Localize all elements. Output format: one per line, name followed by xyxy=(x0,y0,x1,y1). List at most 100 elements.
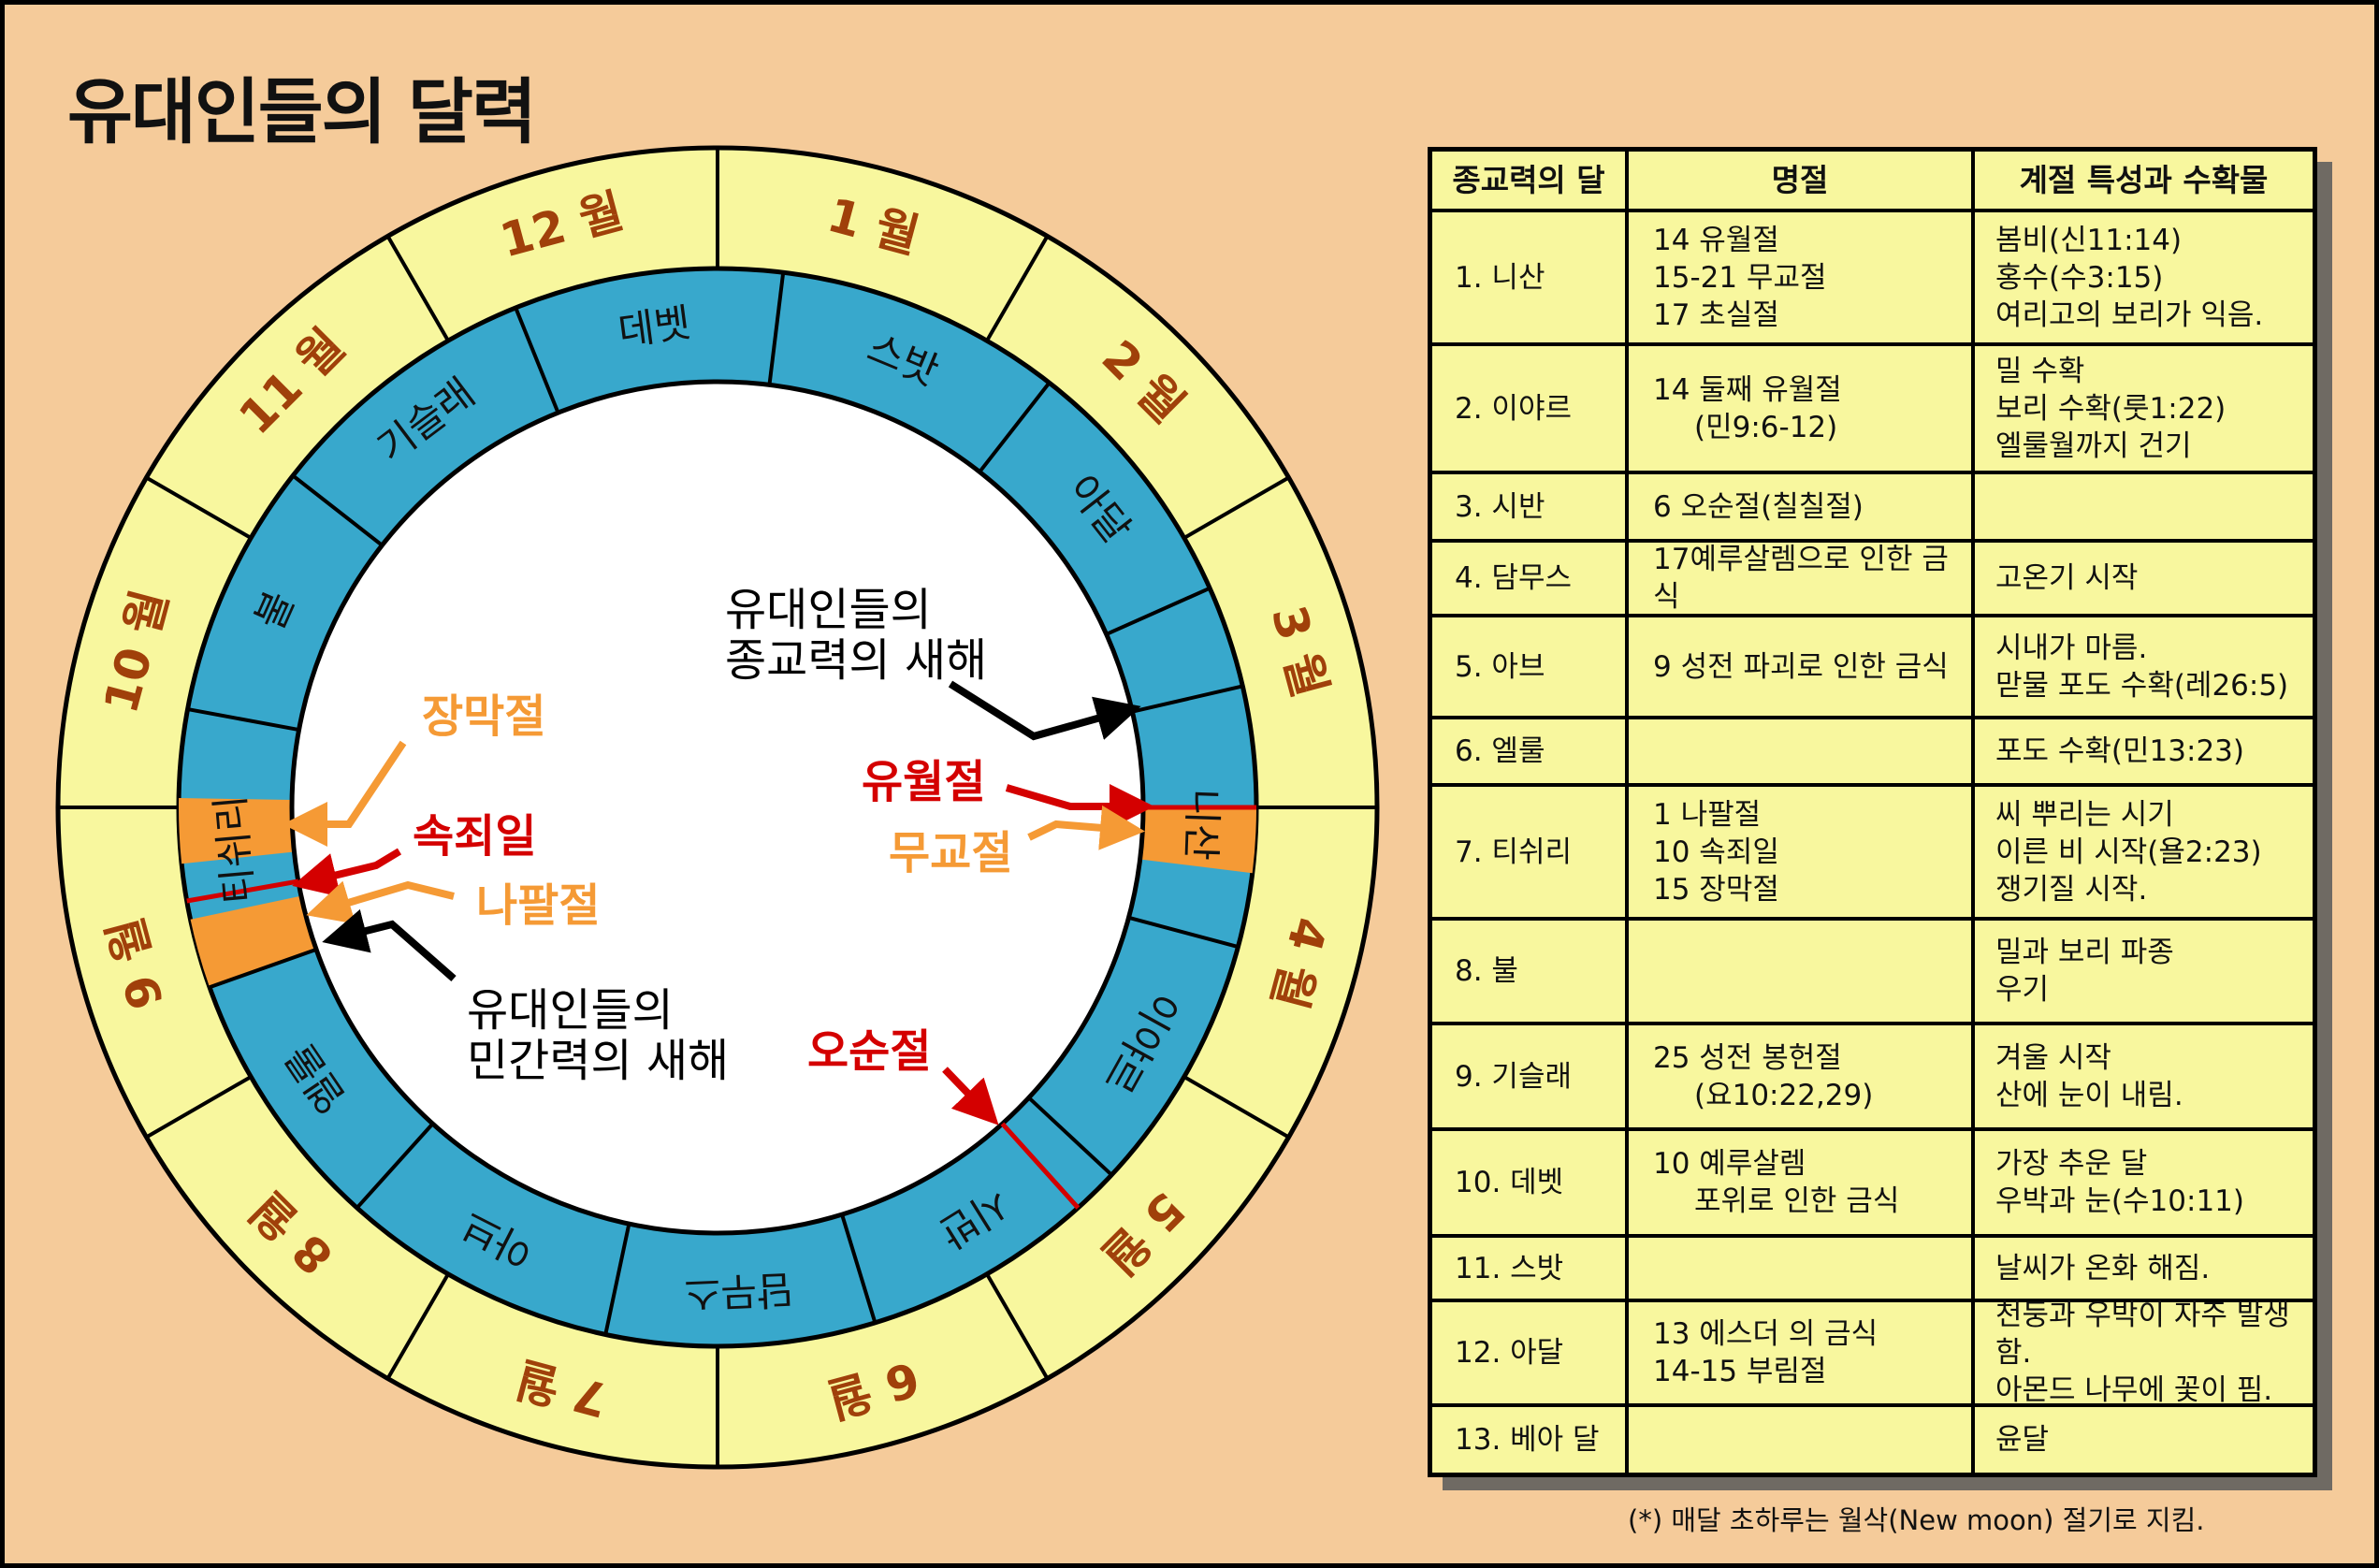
hebrew-month-divider xyxy=(767,272,786,385)
cell-line: 9. 기슬래 xyxy=(1455,1059,1572,1094)
month-divider xyxy=(1182,475,1290,540)
month-cell: 7. 티쉬리 xyxy=(1432,787,1629,917)
cell-line: 고온기 시작 xyxy=(1995,561,2139,595)
cell-line: 10. 데벳 xyxy=(1455,1166,1564,1199)
cell-line: (요10:22,29) xyxy=(1694,1078,1874,1112)
cell-line: 14 유월절 xyxy=(1653,223,1779,257)
festival-band xyxy=(190,895,317,988)
cell-line: 12. 아달 xyxy=(1455,1336,1564,1370)
holidays-cell xyxy=(1629,1238,1975,1299)
hebrew-month-divider xyxy=(603,1223,631,1335)
festival-marker-line xyxy=(1000,1122,1081,1210)
cell-line: 맏물 포도 수확(레26:5) xyxy=(1995,668,2289,703)
season-cell: 겨울 시작 산에 눈이 내림. xyxy=(1975,1025,2313,1127)
religious-new-year-arrow xyxy=(948,680,1141,741)
cell-line: 봄비(신11:14) xyxy=(1995,223,2183,257)
atonement-arrow xyxy=(292,848,402,897)
holidays-cell xyxy=(1629,719,1975,783)
month-divider xyxy=(1182,1075,1290,1140)
cell-line: 엘룰월까지 건기 xyxy=(1995,428,2192,463)
header-season: 계절 특성과 수확물 xyxy=(1975,152,2313,209)
cell-line: 4. 담무스 xyxy=(1455,561,1572,595)
season-cell: 천둥과 우박이 자주 발생함. 아몬드 나무에 꽃이 핌. xyxy=(1975,1299,2313,1407)
holidays-cell: 9 성전 파괴로 인한 금식 xyxy=(1629,617,1975,716)
cell-line: 5. 아브 xyxy=(1455,649,1545,684)
table-row: 6. 엘룰 포도 수확(민13:23) xyxy=(1432,719,2313,787)
month-cell: 8. 불 xyxy=(1432,921,1629,1022)
cell-line: 쟁기질 시작. xyxy=(1995,872,2148,907)
cell-line: 11. 스밧 xyxy=(1455,1251,1564,1285)
cell-line: 여리고의 보리가 익음. xyxy=(1995,298,2264,332)
holidays-cell: 1 나팔절 10 속죄일 15 장막절 xyxy=(1629,787,1975,917)
cell-line: 가장 추운 달 xyxy=(1995,1147,2148,1181)
holidays-cell: 17예루살렘으로 인한 금식 xyxy=(1629,543,1975,614)
season-cell: 씨 뿌리는 시기 이른 비 시작(욜2:23) 쟁기질 시작. xyxy=(1975,787,2313,917)
cell-line: 이른 비 시작(욜2:23) xyxy=(1995,835,2262,869)
hebrew-month-divider xyxy=(1027,1096,1113,1177)
hebrew-month-divider xyxy=(1131,684,1243,714)
cell-line: 아몬드 나무에 꽃이 핌. xyxy=(1995,1373,2273,1407)
festival-band xyxy=(179,797,295,864)
trumpets-arrow xyxy=(306,880,455,924)
pentecost-arrow xyxy=(942,1067,999,1125)
cell-line: 씨 뿌리는 시기 xyxy=(1995,797,2174,832)
hebrew-month-label: 티쉬리 xyxy=(208,793,263,906)
hebrew-month-divider xyxy=(1127,915,1239,950)
cell-line: 보리 수확(룻1:22) xyxy=(1995,391,2227,426)
festival-marker-line xyxy=(186,878,299,904)
passover-label: 유월절 xyxy=(862,756,985,808)
holidays-cell: 6 오순절(칠칠절) xyxy=(1629,474,1975,539)
cell-line: 10 예루살렘 xyxy=(1653,1147,1806,1181)
cell-line: 시내가 마름. xyxy=(1995,631,2148,665)
season-cell xyxy=(1975,474,2313,539)
cell-line: 1 나팔절 xyxy=(1653,797,1762,832)
calendar-table: 종교력의 달 명절 계절 특성과 수확물 1. 니산 14 유월절 15-21 무교절 17… xyxy=(1428,147,2317,1477)
hebrew-month-divider xyxy=(291,473,384,547)
cell-line: 우박과 눈(수10:11) xyxy=(1995,1184,2244,1218)
table-row: 9. 기슬래 25 성전 봉헌절 (요10:22,29) 겨울 시작 산에 눈이 내림. xyxy=(1432,1025,2313,1131)
table-row: 4. 담무스 17예루살렘으로 인한 금식 고온기 시작 xyxy=(1432,543,2313,617)
cell-line: 3. 시반 xyxy=(1455,489,1545,524)
table-row: 10. 데벳 10 예루살렘 포위로 인한 금식 가장 추운 달 우박과 눈(수10:1… xyxy=(1432,1131,2313,1238)
table-row: 13. 베아 달 윤달 xyxy=(1432,1407,2313,1473)
holidays-cell xyxy=(1629,921,1975,1022)
cell-line: 13. 베아 달 xyxy=(1455,1423,1600,1457)
cell-line: 8. 불 xyxy=(1455,954,1518,988)
month-cell: 3. 시반 xyxy=(1432,474,1629,539)
season-cell: 봄비(신11:14) 홍수(수3:15) 여리고의 보리가 익음. xyxy=(1975,212,2313,342)
cell-line: 밀과 보리 파종 xyxy=(1995,936,2174,969)
month-cell: 10. 데벳 xyxy=(1432,1131,1629,1234)
month-cell: 9. 기슬래 xyxy=(1432,1025,1629,1127)
cell-line: 13 에스더 의 금식 xyxy=(1653,1317,1879,1351)
festival-band xyxy=(1139,807,1256,874)
season-cell: 가장 추운 달 우박과 눈(수10:11) xyxy=(1975,1131,2313,1234)
atonement-label: 속죄일 xyxy=(413,810,536,863)
cell-line: 17예루살렘으로 인한 금식 xyxy=(1653,543,1949,614)
cell-line: 14-15 부림절 xyxy=(1653,1355,1827,1388)
table-header-row: 종교력의 달 명절 계절 특성과 수확물 xyxy=(1432,152,2313,212)
season-cell: 시내가 마름. 맏물 포도 수확(레26:5) xyxy=(1975,617,2313,716)
hebrew-month-divider xyxy=(209,947,317,990)
season-cell: 날씨가 온화 해짐. xyxy=(1975,1238,2313,1299)
cell-line: 1. 니산 xyxy=(1455,260,1545,295)
month-cell: 13. 베아 달 xyxy=(1432,1407,1629,1473)
table-row: 11. 스밧 날씨가 온화 해짐. xyxy=(1432,1238,2313,1302)
table-row: 1. 니산 14 유월절 15-21 무교절 17 초실절 봄비(신11:14) 홍수(수… xyxy=(1432,212,2313,346)
hebrew-month-divider xyxy=(978,381,1052,473)
month-cell: 11. 스밧 xyxy=(1432,1238,1629,1299)
cell-line: 우기 xyxy=(1995,973,2050,1007)
month-cell: 1. 니산 xyxy=(1432,212,1629,342)
civil-new-year-arrow xyxy=(322,908,457,982)
table-row: 12. 아달 13 에스더 의 금식 14-15 부림절 천둥과 우박이 자주 발생함… xyxy=(1432,1299,2313,1407)
cell-line: 포도 수확(민13:23) xyxy=(1995,734,2244,768)
cell-line: 종교력의 달 xyxy=(1452,161,1605,198)
tabernacles-arrow xyxy=(283,740,407,847)
hebrew-month-divider xyxy=(514,307,560,414)
season-cell: 밀 수확 보리 수확(룻1:22) 엘룰월까지 건기 xyxy=(1975,346,2313,471)
season-cell: 윤달 xyxy=(1975,1407,2313,1473)
unleavened-bread-arrow xyxy=(1027,805,1145,850)
hebrew-month-divider xyxy=(1105,586,1211,636)
month-divider xyxy=(145,475,253,540)
